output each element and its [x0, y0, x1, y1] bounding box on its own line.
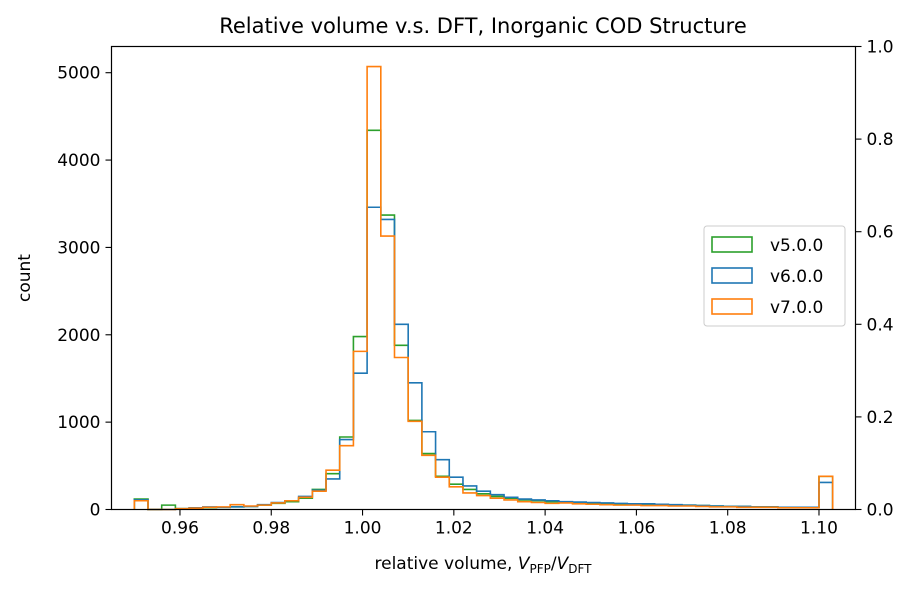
legend-swatch-v6-0-0: [711, 267, 753, 284]
x-tick-label: 1.04: [526, 519, 564, 539]
legend-label-v7-0-0: v7.0.0: [770, 298, 823, 318]
x-tick-label: 0.96: [161, 519, 199, 539]
y2-tick-label: 1.0: [867, 38, 894, 58]
x-axis-label-sub2: DFT: [568, 562, 592, 576]
x-tick-label: 1.00: [344, 519, 382, 539]
x-tick-label: 0.98: [252, 519, 290, 539]
legend-swatch-v5-0-0: [711, 236, 753, 253]
y-tick-label: 3000: [57, 238, 100, 258]
x-axis-label-slash: /: [551, 554, 557, 574]
y2-tick-label: 0.0: [867, 501, 894, 521]
y2-tick-label: 0.4: [867, 315, 894, 335]
y-tick-label: 1000: [57, 413, 100, 433]
legend-label-v6-0-0: v6.0.0: [770, 267, 823, 287]
y2-tick-label: 0.8: [867, 130, 894, 150]
y-tick-label: 5000: [57, 64, 100, 84]
x-axis-label-prefix: relative volume,: [375, 554, 518, 574]
x-tick-label: 1.02: [435, 519, 473, 539]
x-tick-label: 1.08: [709, 519, 747, 539]
x-axis: 0.96 0.98 1.00 1.02 1.04 1.06 1.08 1.10: [161, 509, 838, 539]
x-tick-label: 1.06: [617, 519, 655, 539]
y2-tick-label: 0.2: [867, 408, 894, 428]
y-axis-left: 0 1000 2000 3000 4000 5000: [57, 64, 112, 521]
y-tick-label: 4000: [57, 151, 100, 171]
x-axis-label: relative volume, VPFP/VDFT: [375, 554, 593, 576]
legend-frame: [703, 225, 846, 327]
x-tick-label: 1.10: [800, 519, 838, 539]
chart-title: Relative volume v.s. DFT, Inorganic COD …: [219, 14, 747, 38]
y-axis-label: count: [15, 254, 35, 302]
plot-frame: [110, 45, 857, 511]
legend: v5.0.0 v6.0.0 v7.0.0: [703, 225, 846, 327]
x-axis-label-v1: V: [518, 554, 531, 574]
x-axis-label-sub1: PFP: [529, 562, 550, 576]
legend-label-v5-0-0: v5.0.0: [770, 236, 823, 256]
series-v7-0-0-step: [133, 65, 834, 511]
y-axis-right: 0.0 0.2 0.4 0.6 0.8 1.0: [855, 38, 894, 521]
legend-swatch-v7-0-0: [711, 298, 753, 315]
series-layer: [133, 65, 834, 511]
y2-tick-label: 0.6: [867, 223, 894, 243]
y-tick-label: 2000: [57, 326, 100, 346]
y-tick-label: 0: [90, 501, 101, 521]
x-axis-label-v2: V: [557, 554, 570, 574]
